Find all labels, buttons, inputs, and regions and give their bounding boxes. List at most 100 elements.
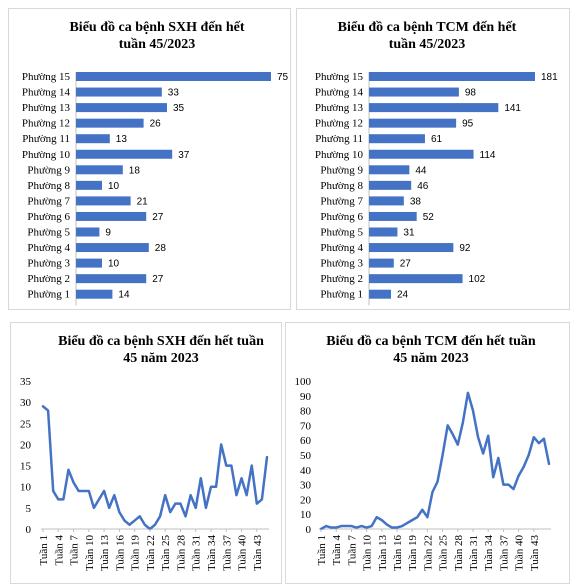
- bar: [76, 149, 173, 159]
- data-label: 31: [403, 228, 415, 239]
- y-tick-label: 10: [300, 509, 312, 521]
- data-label: 24: [397, 290, 409, 301]
- x-tick-label: Tuần 34: [483, 535, 495, 571]
- x-tick-label: Tuần 31: [468, 535, 480, 571]
- chart-title-line: Biểu đồ ca bệnh TCM đến hết: [338, 20, 517, 35]
- chart-panel-sxh-weekly: Biểu đồ ca bệnh SXH đến hết tuần 45 năm 2…: [10, 322, 282, 584]
- bar: [369, 211, 417, 221]
- x-tick-label: Tuần 28: [453, 535, 465, 571]
- category-label: Phường 11: [22, 133, 70, 145]
- x-tick-label: Tuần 1: [38, 535, 50, 565]
- bar: [369, 87, 459, 97]
- x-tick-label: Tuần 7: [346, 535, 358, 566]
- bar: [369, 72, 535, 81]
- y-tick-label: 30: [300, 480, 312, 492]
- category-label: Phường 5: [27, 227, 70, 239]
- category-label: Phường 7: [27, 195, 70, 207]
- y-tick-label: 15: [20, 461, 32, 473]
- y-tick-label: 0: [306, 524, 312, 536]
- x-tick-label: Tuần 25: [438, 535, 450, 571]
- category-label: Phường 1: [27, 289, 70, 301]
- bar: [369, 258, 394, 268]
- bar: [369, 274, 463, 284]
- x-tick-label: Tuần 16: [114, 535, 126, 571]
- chart-title-line: Biểu đồ ca bệnh TCM đến hết tuần: [326, 334, 536, 349]
- x-tick-label: Tuần 4: [331, 535, 343, 566]
- chart-title-line: Biểu đồ ca bệnh SXH đến hết: [69, 20, 244, 35]
- data-label: 37: [178, 150, 190, 161]
- chart-panel-tcm-weekly: Biểu đồ ca bệnh TCM đến hết tuần 45 năm 2…: [285, 322, 570, 584]
- category-label: Phường 4: [320, 242, 363, 254]
- bar: [76, 258, 102, 268]
- category-label: Phường 13: [22, 102, 71, 114]
- chart-title-line: 45 năm 2023: [393, 351, 468, 366]
- data-label: 114: [480, 150, 496, 161]
- category-label: Phường 3: [320, 258, 363, 270]
- bar: [76, 87, 162, 97]
- category-label: Phường 15: [315, 71, 364, 83]
- data-label: 75: [277, 72, 289, 83]
- y-tick-label: 50: [300, 450, 312, 462]
- data-label: 141: [504, 103, 521, 114]
- series-line: [319, 391, 551, 531]
- bar: [76, 118, 144, 128]
- bar: [369, 165, 410, 175]
- y-tick-label: 60: [300, 435, 312, 447]
- x-tick-label: Tuần 40: [237, 535, 249, 571]
- bar: [369, 118, 457, 128]
- x-tick-label: Tuần 4: [53, 535, 65, 566]
- series-line: [41, 405, 269, 531]
- bar: [76, 72, 271, 81]
- category-label: Phường 11: [315, 133, 363, 145]
- data-label: 18: [129, 165, 141, 176]
- bar: [369, 227, 398, 237]
- category-label: Phường 8: [320, 180, 363, 192]
- bar: [369, 180, 412, 190]
- data-label: 27: [400, 259, 412, 270]
- chart-panel-sxh-ward: Biểu đồ ca bệnh SXH đến hết tuần 45/2023 P…: [8, 8, 291, 310]
- bar: [76, 134, 110, 144]
- category-label: Phường 14: [315, 87, 364, 99]
- x-tick-label: Tuần 31: [191, 535, 203, 571]
- x-tick-label: Tuần 16: [392, 535, 404, 571]
- data-label: 52: [423, 212, 435, 223]
- category-label: Phường 12: [315, 118, 363, 130]
- data-label: 10: [108, 259, 120, 270]
- data-label: 21: [137, 196, 149, 207]
- data-label: 9: [105, 228, 111, 239]
- bar: [76, 243, 149, 253]
- chart-title-line: 45 năm 2023: [123, 351, 198, 366]
- x-tick-label: Tuần 28: [175, 534, 187, 570]
- bar: [369, 103, 499, 113]
- data-label: 26: [150, 119, 162, 130]
- data-label: 10: [108, 181, 120, 192]
- x-tick-label: Tuần 25: [160, 535, 172, 571]
- data-label: 27: [152, 212, 164, 223]
- data-label: 14: [118, 290, 130, 301]
- x-tick-label: Tuần 19: [407, 535, 419, 571]
- category-label: Phường 4: [27, 242, 70, 254]
- x-tick-label: Tuần 19: [130, 535, 142, 571]
- data-label: 102: [469, 274, 486, 285]
- chart-title-line: tuần 45/2023: [119, 37, 196, 52]
- x-tick-label: Tuần 22: [145, 535, 157, 571]
- bar: [76, 289, 113, 299]
- data-label: 46: [417, 181, 429, 192]
- category-label: Phường 5: [320, 227, 363, 239]
- category-label: Phường 7: [320, 195, 363, 207]
- y-tick-label: 30: [20, 397, 32, 409]
- y-tick-label: 20: [20, 439, 32, 451]
- category-label: Phường 2: [320, 273, 363, 285]
- bar: [76, 211, 147, 221]
- x-tick-label: Tuần 43: [529, 535, 541, 571]
- category-label: Phường 12: [22, 118, 70, 130]
- x-tick-label: Tuần 13: [377, 535, 389, 571]
- data-label: 61: [431, 134, 443, 145]
- bar: [76, 165, 123, 175]
- bar: [369, 196, 404, 206]
- y-tick-label: 90: [300, 391, 312, 403]
- bar: [369, 289, 392, 299]
- category-label: Phường 6: [27, 211, 70, 223]
- category-label: Phường 15: [22, 71, 71, 83]
- x-tick-label: Tuần 13: [99, 535, 111, 571]
